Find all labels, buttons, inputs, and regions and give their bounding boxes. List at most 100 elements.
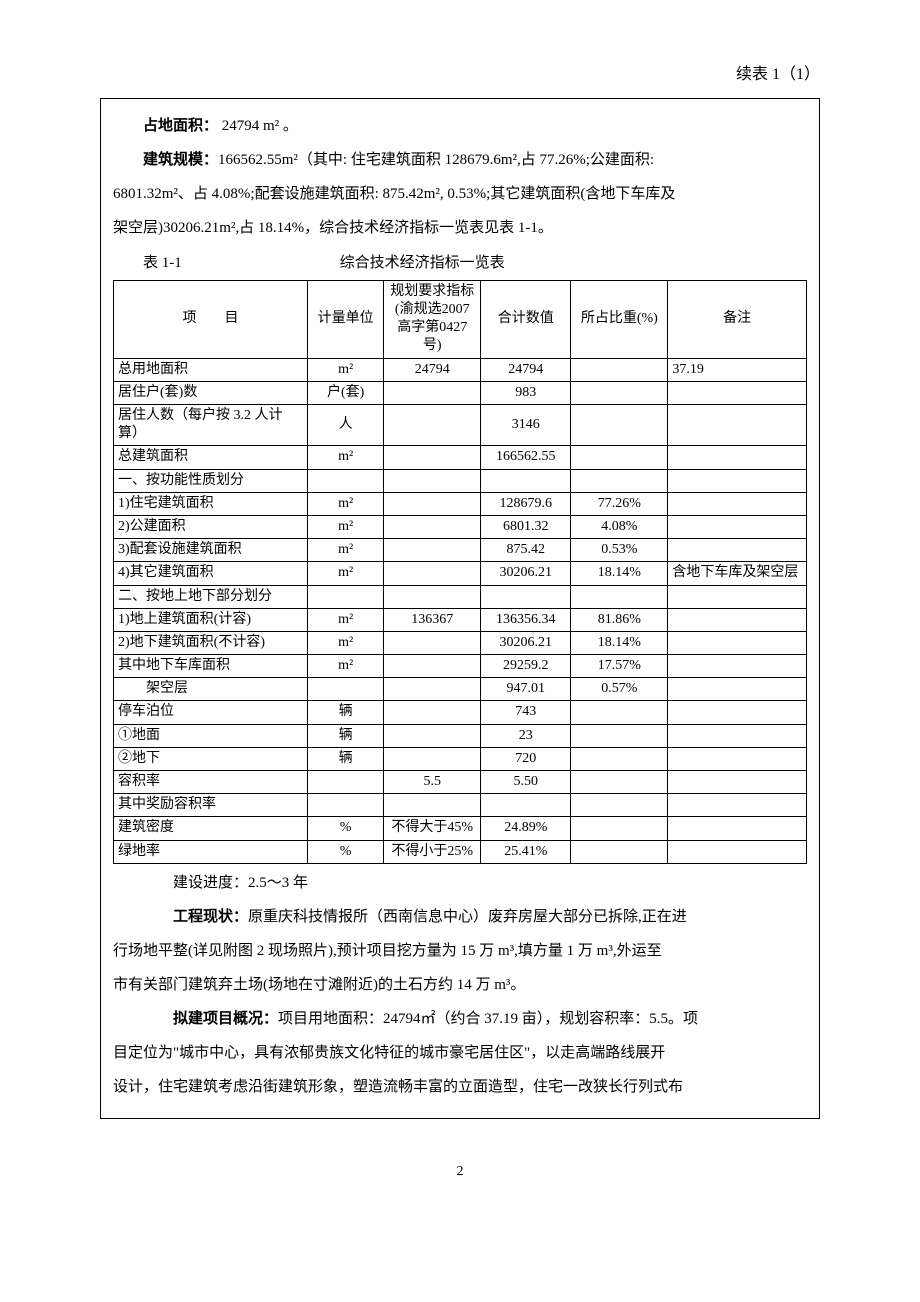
table-cell: 18.14% <box>571 631 668 654</box>
table-cell: 辆 <box>308 724 384 747</box>
table-cell: 停车泊位 <box>114 701 308 724</box>
table-cell <box>481 794 571 817</box>
table-cell: % <box>308 840 384 863</box>
plan-para-1: 拟建项目概况：项目用地面积：24794㎡（约合 37.19 亩），规划容积率：5… <box>113 1004 807 1034</box>
table-row: 4)其它建筑面积m²30206.2118.14%含地下车库及架空层 <box>114 562 807 585</box>
table-row: 容积率5.55.50 <box>114 771 807 794</box>
table-cell <box>481 469 571 492</box>
table-cell: 136367 <box>384 608 481 631</box>
table-cell <box>384 631 481 654</box>
table-cell: 3146 <box>481 405 571 446</box>
table-row: ①地面辆23 <box>114 724 807 747</box>
table-cell: 居住户(套)数 <box>114 381 308 404</box>
table-row: 居住人数（每户按 3.2 人计算）人3146 <box>114 405 807 446</box>
table-cell: 含地下车库及架空层 <box>668 562 807 585</box>
table-cell: 136356.34 <box>481 608 571 631</box>
table-cell: 24794 <box>481 358 571 381</box>
table-cell: 24.89% <box>481 817 571 840</box>
table-cell <box>668 724 807 747</box>
table-cell <box>384 381 481 404</box>
table-cell: 不得大于45% <box>384 817 481 840</box>
plan-text1: 项目用地面积：24794㎡（约合 37.19 亩），规划容积率：5.5。项 <box>278 1011 698 1027</box>
table-cell: 建筑密度 <box>114 817 308 840</box>
table-cell <box>308 771 384 794</box>
main-content-box: 占地面积： 24794 m² 。 建筑规模：166562.55m²（其中: 住宅… <box>100 98 820 1118</box>
table-cell <box>571 771 668 794</box>
table-row: 其中地下车库面积m²29259.217.57% <box>114 655 807 678</box>
table-cell: 5.50 <box>481 771 571 794</box>
table-cell <box>308 585 384 608</box>
plan-para-2: 目定位为"城市中心，具有浓郁贵族文化特征的城市豪宅居住区"，以走高端路线展开 <box>113 1038 807 1068</box>
table-row: 停车泊位辆743 <box>114 701 807 724</box>
table-cell: 户(套) <box>308 381 384 404</box>
table-cell <box>571 794 668 817</box>
table-cell <box>308 469 384 492</box>
table-row: 其中奖励容积率 <box>114 794 807 817</box>
table-cell <box>668 840 807 863</box>
table-cell: m² <box>308 358 384 381</box>
table-cell <box>668 747 807 770</box>
area-label: 占地面积： <box>143 118 218 134</box>
table-row: 1)地上建筑面积(计容)m²136367136356.3481.86% <box>114 608 807 631</box>
table-number: 表 1-1 <box>113 249 210 278</box>
table-cell <box>384 701 481 724</box>
table-row: 一、按功能性质划分 <box>114 469 807 492</box>
table-cell <box>571 405 668 446</box>
table-cell <box>384 492 481 515</box>
table-cell <box>384 585 481 608</box>
table-cell <box>384 446 481 469</box>
table-cell: 其中奖励容积率 <box>114 794 308 817</box>
table-row: 总建筑面积m²166562.55 <box>114 446 807 469</box>
col-item: 项 目 <box>114 280 308 358</box>
table-cell <box>384 678 481 701</box>
table-cell: m² <box>308 631 384 654</box>
table-row: 二、按地上地下部分划分 <box>114 585 807 608</box>
table-cell: m² <box>308 655 384 678</box>
table-cell <box>571 381 668 404</box>
table-cell <box>308 794 384 817</box>
table-row: ②地下辆720 <box>114 747 807 770</box>
table-cell <box>668 701 807 724</box>
table-cell <box>668 771 807 794</box>
land-area-para: 占地面积： 24794 m² 。 <box>113 111 807 141</box>
table-cell <box>668 492 807 515</box>
table-cell <box>571 446 668 469</box>
table-cell <box>571 585 668 608</box>
table-cell: 23 <box>481 724 571 747</box>
table-cell: m² <box>308 608 384 631</box>
table-cell: 总用地面积 <box>114 358 308 381</box>
table-cell: 6801.32 <box>481 515 571 538</box>
table-cell: 0.57% <box>571 678 668 701</box>
table-cell: 77.26% <box>571 492 668 515</box>
table-cell: 3)配套设施建筑面积 <box>114 539 308 562</box>
table-caption: 表 1-1 综合技术经济指标一览表 <box>113 249 807 278</box>
table-cell <box>384 724 481 747</box>
table-cell: m² <box>308 492 384 515</box>
table-cell: 1)地上建筑面积(计容) <box>114 608 308 631</box>
table-cell: 720 <box>481 747 571 770</box>
table-cell: 25.41% <box>481 840 571 863</box>
table-cell <box>384 515 481 538</box>
table-cell <box>668 469 807 492</box>
table-cell <box>668 631 807 654</box>
status-para-1: 工程现状：原重庆科技情报所（西南信息中心）废弃房屋大部分已拆除,正在进 <box>113 902 807 932</box>
table-cell: 4)其它建筑面积 <box>114 562 308 585</box>
table-cell: 947.01 <box>481 678 571 701</box>
table-cell: 2)公建面积 <box>114 515 308 538</box>
table-cell <box>571 840 668 863</box>
table-cell: 24794 <box>384 358 481 381</box>
page-number: 2 <box>100 1159 820 1186</box>
table-cell: 983 <box>481 381 571 404</box>
table-cell: 37.19 <box>668 358 807 381</box>
table-cell: 166562.55 <box>481 446 571 469</box>
table-row: 2)地下建筑面积(不计容)m²30206.2118.14% <box>114 631 807 654</box>
table-cell <box>571 817 668 840</box>
table-cell: 其中地下车库面积 <box>114 655 308 678</box>
scale-para-3: 架空层)30206.21m²,占 18.14%，综合技术经济指标一览表见表 1-… <box>113 213 807 243</box>
table-cell <box>668 515 807 538</box>
table-cell: 2)地下建筑面积(不计容) <box>114 631 308 654</box>
table-cell: m² <box>308 539 384 562</box>
table-cell <box>481 585 571 608</box>
table-row: 绿地率%不得小于25%25.41% <box>114 840 807 863</box>
table-row: 2)公建面积m²6801.324.08% <box>114 515 807 538</box>
